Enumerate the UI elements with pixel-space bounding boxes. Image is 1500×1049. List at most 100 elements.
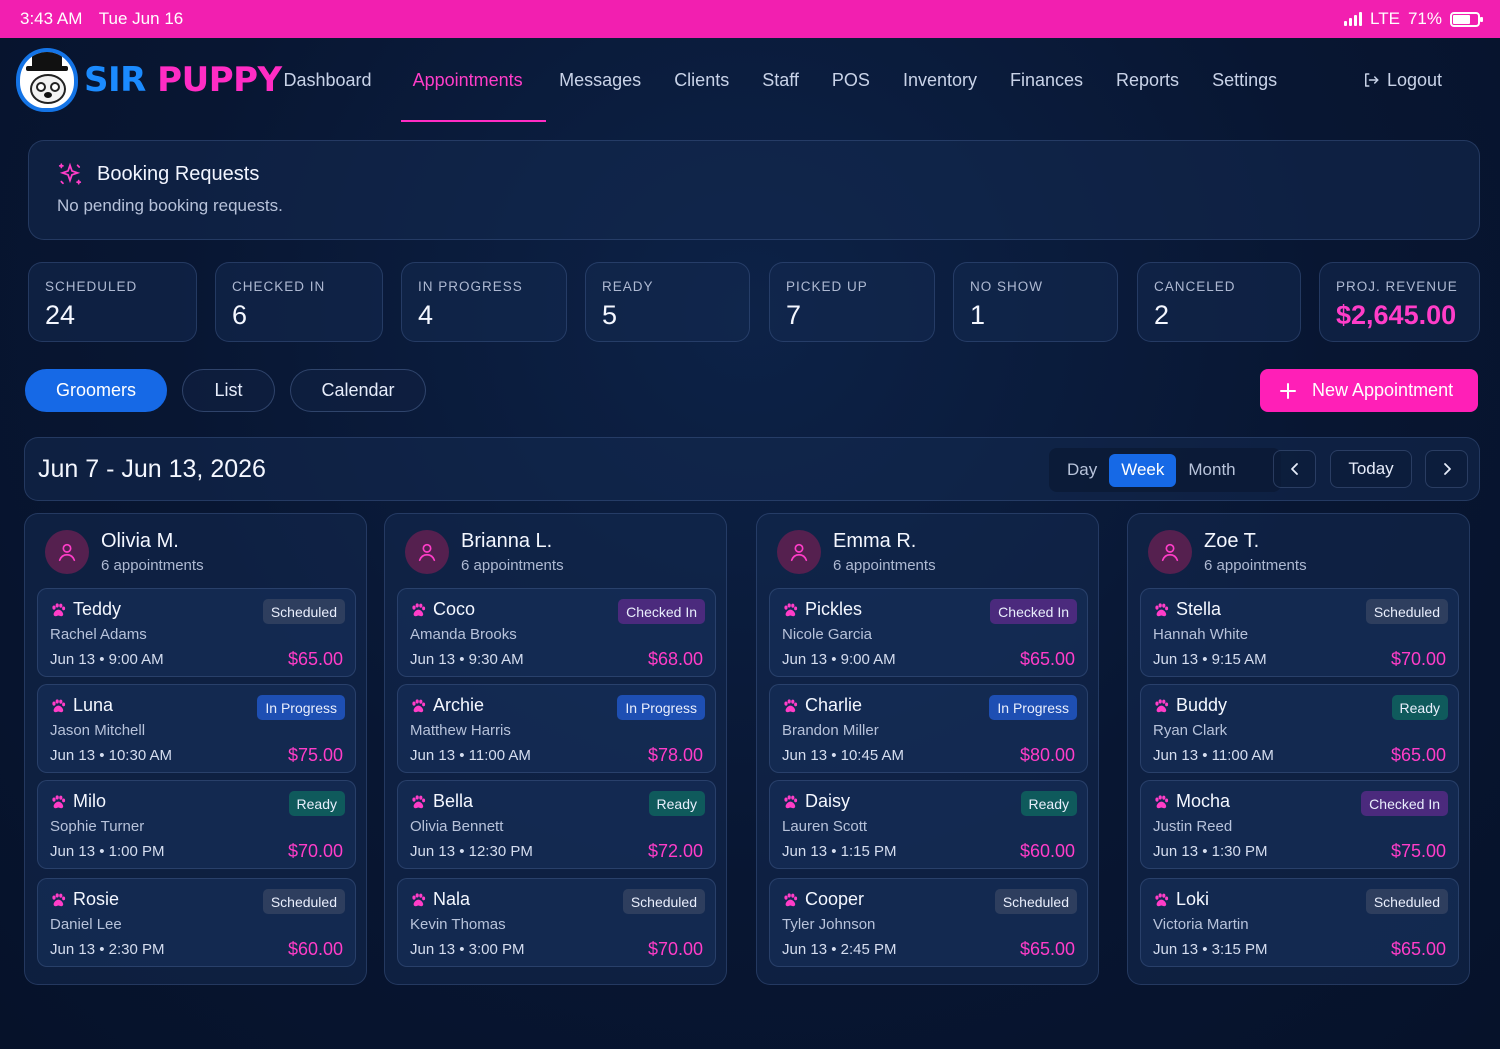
nav-links: Dashboard Appointments Messages Clients …: [267, 38, 1294, 122]
network-label: LTE: [1370, 9, 1400, 28]
appointment-card[interactable]: Cooper Scheduled Tyler Johnson Jun 13 • 2:4…: [769, 878, 1088, 967]
stat-value: 24: [45, 300, 76, 330]
avatar: [45, 530, 89, 574]
appointment-card[interactable]: Nala Scheduled Kevin Thomas Jun 13 • 3:00 P…: [397, 878, 716, 967]
mode-month-button[interactable]: Month: [1188, 460, 1236, 479]
view-list-button[interactable]: List: [182, 369, 275, 412]
appointment-price: $70.00: [1390, 649, 1446, 669]
appointment-card[interactable]: Coco Checked In Amanda Brooks Jun 13 • 9:30…: [397, 588, 716, 677]
next-range-button[interactable]: [1425, 450, 1468, 488]
owner-name: Lauren Scott: [782, 818, 868, 835]
appointment-price: $65.00: [287, 649, 343, 669]
new-appointment-button[interactable]: New Appointment: [1260, 369, 1478, 412]
status-badge: Checked In: [1361, 791, 1448, 816]
pet-name-row: Archie: [410, 695, 484, 716]
stat-card-checked-in[interactable]: CHECKED IN 6: [215, 262, 383, 342]
appointment-price: $60.00: [287, 939, 343, 959]
stat-card-projected-revenue[interactable]: PROJ. REVENUE $2,645.00: [1319, 262, 1480, 342]
nav-item-staff[interactable]: Staff: [762, 69, 799, 90]
nav-item-finances[interactable]: Finances: [1009, 69, 1084, 90]
pet-name-row: Stella: [1153, 599, 1221, 620]
previous-range-button[interactable]: [1273, 450, 1316, 488]
chevron-right-icon: [1443, 463, 1451, 475]
owner-name: Ryan Clark: [1153, 722, 1228, 739]
nav-item-settings[interactable]: Settings: [1212, 69, 1278, 90]
nav-item-clients[interactable]: Clients: [674, 69, 730, 90]
stat-card-no-show[interactable]: NO SHOW 1: [953, 262, 1118, 342]
groomer-column: Emma R. 6 appointments Pickles Checked In Ni…: [756, 513, 1099, 985]
groomer-column: Zoe T. 6 appointments Stella Scheduled Hanna…: [1127, 513, 1470, 985]
pet-name-row: Teddy: [50, 599, 121, 620]
pet-name: Teddy: [73, 599, 122, 619]
appointment-card[interactable]: Bella Ready Olivia Bennett Jun 13 • 12:30 P…: [397, 780, 716, 869]
appointment-card[interactable]: Archie In Progress Matthew Harris Jun 13 • …: [397, 684, 716, 773]
nav-item-dashboard[interactable]: Dashboard: [283, 69, 372, 90]
appointment-card[interactable]: Buddy Ready Ryan Clark Jun 13 • 11:00 AM $65…: [1140, 684, 1459, 773]
groomer-header[interactable]: Olivia M. 6 appointments: [45, 530, 204, 574]
owner-name: Hannah White: [1153, 626, 1249, 643]
stat-value: 1: [970, 300, 986, 330]
appointment-card[interactable]: Rosie Scheduled Daniel Lee Jun 13 • 2:30 PM…: [37, 878, 356, 967]
groomer-name: Brianna L.: [461, 530, 553, 552]
groomer-column: Brianna L. 6 appointments Coco Checked In Am…: [384, 513, 727, 985]
appointment-card[interactable]: Luna In Progress Jason Mitchell Jun 13 • 10…: [37, 684, 356, 773]
range-mode-toggle: Day Week Month: [1049, 448, 1281, 492]
pet-name-row: Daisy: [782, 791, 850, 812]
appointment-price: $70.00: [287, 841, 343, 861]
groomer-header[interactable]: Emma R. 6 appointments: [777, 530, 936, 574]
pet-name-row: Charlie: [782, 695, 862, 716]
stat-card-ready[interactable]: READY 5: [585, 262, 750, 342]
appointment-card[interactable]: Stella Scheduled Hannah White Jun 13 • 9:15…: [1140, 588, 1459, 677]
groomer-header[interactable]: Brianna L. 6 appointments: [405, 530, 564, 574]
nav-item-inventory[interactable]: Inventory: [902, 69, 977, 90]
view-calendar-button[interactable]: Calendar: [290, 369, 426, 412]
pet-name: Mocha: [1176, 791, 1231, 811]
appointment-price: $65.00: [1390, 745, 1446, 765]
stat-label: PICKED UP: [786, 279, 868, 294]
signal-icon: [1344, 12, 1363, 26]
appointment-price: $78.00: [647, 745, 703, 765]
brand-logo[interactable]: SIR PUPPY: [16, 48, 282, 112]
appointment-card[interactable]: Loki Scheduled Victoria Martin Jun 13 • 3:1…: [1140, 878, 1459, 967]
appointment-card[interactable]: Mocha Checked In Justin Reed Jun 13 • 1:30 …: [1140, 780, 1459, 869]
logout-button[interactable]: Logout: [1362, 38, 1442, 122]
status-badge: Ready: [1391, 695, 1448, 720]
stat-value: 7: [786, 300, 802, 330]
view-groomers-button[interactable]: Groomers: [25, 369, 167, 412]
mode-day-button[interactable]: Day: [1067, 460, 1098, 479]
groomer-header[interactable]: Zoe T. 6 appointments: [1148, 530, 1307, 574]
appointment-time: Jun 13 • 2:30 PM: [50, 941, 165, 958]
owner-name: Justin Reed: [1153, 818, 1233, 835]
appointment-card[interactable]: Pickles Checked In Nicole Garcia Jun 13 • 9…: [769, 588, 1088, 677]
appointment-card[interactable]: Daisy Ready Lauren Scott Jun 13 • 1:15 PM $6…: [769, 780, 1088, 869]
pet-name-row: Luna: [50, 695, 113, 716]
appointment-card[interactable]: Milo Ready Sophie Turner Jun 13 • 1:00 PM $7…: [37, 780, 356, 869]
paw-icon: [1153, 698, 1169, 714]
stat-card-canceled[interactable]: CANCELED 2: [1137, 262, 1301, 342]
owner-name: Brandon Miller: [782, 722, 879, 739]
mode-week-button[interactable]: Week: [1109, 453, 1177, 487]
groomer-appointment-count: 6 appointments: [833, 557, 936, 574]
status-bar-right: LTE 71%: [1344, 9, 1483, 29]
person-icon: [56, 541, 78, 563]
today-button[interactable]: Today: [1330, 450, 1412, 488]
owner-name: Jason Mitchell: [50, 722, 146, 739]
appointment-price: $65.00: [1019, 649, 1075, 669]
new-appointment-label: New Appointment: [1312, 380, 1454, 400]
stat-card-in-progress[interactable]: IN PROGRESS 4: [401, 262, 567, 342]
nav-item-pos[interactable]: POS: [831, 69, 870, 90]
paw-icon: [782, 794, 798, 810]
avatar: [1148, 530, 1192, 574]
nav-item-appointments[interactable]: Appointments: [396, 38, 551, 122]
status-bar: 3:43 AM Tue Jun 16 LTE 71%: [0, 0, 1500, 38]
appointment-card[interactable]: Teddy Scheduled Rachel Adams Jun 13 • 9:00 …: [37, 588, 356, 677]
nav-item-reports[interactable]: Reports: [1116, 69, 1180, 90]
stat-value: 2: [1154, 300, 1170, 330]
stat-card-picked-up[interactable]: PICKED UP 7: [769, 262, 935, 342]
owner-name: Olivia Bennett: [410, 818, 504, 835]
nav-item-messages[interactable]: Messages: [559, 69, 642, 90]
status-badge: In Progress: [989, 695, 1077, 720]
appointment-card[interactable]: Charlie In Progress Brandon Miller Jun 13 •…: [769, 684, 1088, 773]
status-badge: Scheduled: [1365, 599, 1448, 624]
stat-card-scheduled[interactable]: SCHEDULED 24: [28, 262, 197, 342]
